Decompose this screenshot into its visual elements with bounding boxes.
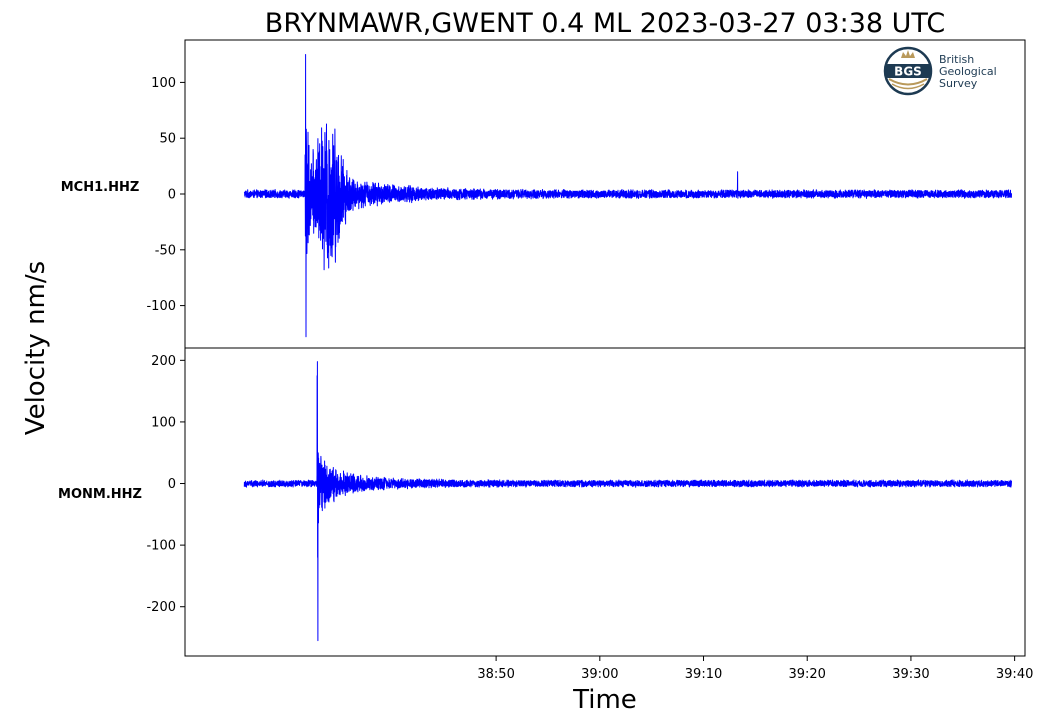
y-tick-label: -200 — [146, 600, 176, 615]
y-tick-label: 0 — [168, 188, 176, 203]
logo-text-line1: British — [939, 53, 974, 66]
y-ticks-top: 100 50 0 -50 -100 — [146, 76, 185, 314]
panel-bottom-frame — [184, 347, 1026, 657]
waveform-monm — [243, 361, 1012, 642]
y-tick-label: 200 — [151, 354, 176, 369]
station-label-bottom: MONM.HHZ — [58, 487, 142, 502]
station-label-top: MCH1.HHZ — [61, 180, 140, 195]
y-axis-label: Velocity nm/s — [21, 261, 51, 435]
panel-top: MCH1.HHZ 100 50 0 -50 -100 — [61, 39, 1026, 349]
logo-text-line2: Geological — [939, 65, 997, 78]
x-tick-label: 39:00 — [581, 667, 618, 682]
x-tick-label: 38:50 — [477, 667, 514, 682]
waveform-mch1 — [243, 54, 1012, 338]
chart-title: BRYNMAWR,GWENT 0.4 ML 2023-03-27 03:38 U… — [265, 8, 945, 39]
y-tick-label: 100 — [151, 76, 176, 91]
x-ticks: 38:50 39:00 39:10 39:20 39:30 39:40 — [477, 656, 1033, 682]
panel-bottom: MONM.HHZ 200 100 0 -100 -200 — [58, 347, 1026, 657]
x-tick-label: 39:20 — [788, 667, 825, 682]
y-tick-label: -100 — [146, 299, 176, 314]
y-ticks-bottom: 200 100 0 -100 -200 — [146, 354, 185, 615]
logo-initials: BGS — [894, 65, 922, 79]
y-tick-label: 100 — [151, 415, 176, 430]
logo-text-line3: Survey — [939, 77, 978, 90]
y-tick-label: 0 — [168, 477, 176, 492]
x-tick-label: 39:10 — [685, 667, 722, 682]
y-tick-label: 50 — [159, 132, 176, 147]
y-tick-label: -50 — [155, 243, 176, 258]
x-tick-label: 39:30 — [892, 667, 929, 682]
x-tick-label: 39:40 — [996, 667, 1033, 682]
bgs-logo: BGS British Geological Survey — [883, 46, 997, 96]
y-tick-label: -100 — [146, 539, 176, 554]
x-axis-label: Time — [572, 685, 637, 715]
